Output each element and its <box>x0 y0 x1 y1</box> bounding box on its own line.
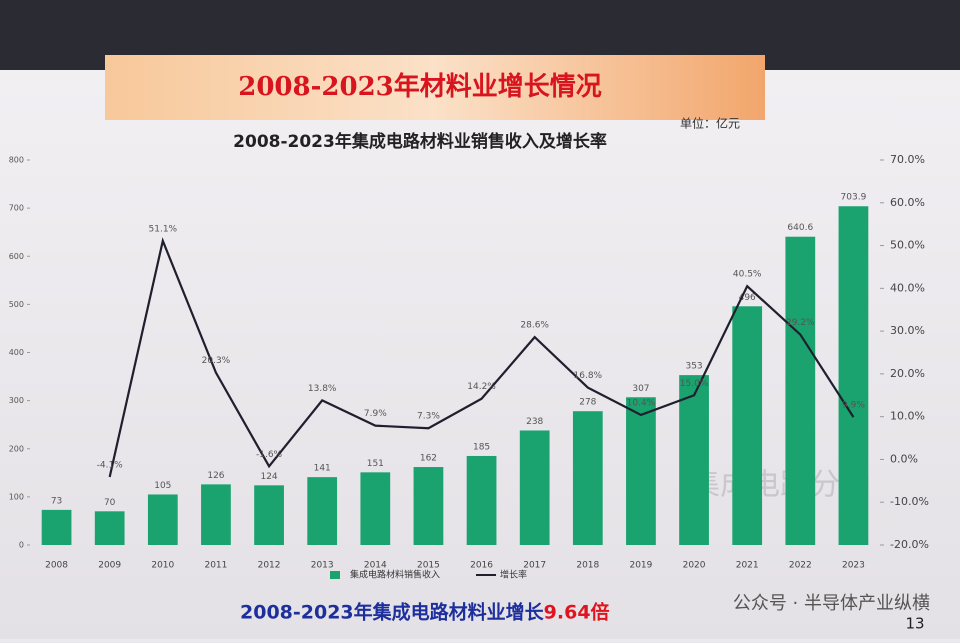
y-tick-label: 700 <box>9 204 24 213</box>
y2-tick-label: 50.0% <box>890 239 925 252</box>
y-tick-label: 500 <box>9 300 24 309</box>
bar <box>41 509 72 545</box>
growth-line <box>108 237 855 478</box>
y2-tick-label: 0.0% <box>890 452 918 465</box>
bar <box>466 455 497 545</box>
bar-value-label: 307 <box>632 384 649 394</box>
line-value-label: -1.6% <box>256 450 283 460</box>
bar <box>785 236 816 545</box>
line-value-label: 13.8% <box>308 384 337 394</box>
bar <box>413 467 444 545</box>
y-tick-label: 300 <box>9 396 24 405</box>
y-tick-label: 600 <box>9 252 24 261</box>
y2-tick-label: 40.0% <box>890 281 925 294</box>
chart-title: 2008-2023年集成电路材料业销售收入及增长率 <box>233 131 607 152</box>
y2-tick-label: 10.0% <box>890 410 925 423</box>
x-tick-label: 2022 <box>789 561 812 571</box>
bar-value-label: 162 <box>420 454 437 464</box>
x-tick-label: 2015 <box>417 561 440 571</box>
page-number: 13 <box>905 615 924 633</box>
line-value-label: 40.5% <box>733 270 762 280</box>
y2-tick-label: -10.0% <box>890 495 929 508</box>
bar <box>519 430 550 545</box>
line-value-label: 20.3% <box>202 356 231 366</box>
x-tick-label: 2011 <box>204 561 227 571</box>
title-banner <box>105 55 765 120</box>
bar-value-label: 640.6 <box>787 223 813 233</box>
bar-value-label: 73 <box>51 496 62 506</box>
x-tick-label: 2021 <box>736 561 759 571</box>
x-tick-label: 2016 <box>470 561 493 571</box>
y2-tick-label: 70.0% <box>890 153 925 166</box>
bar-value-label: 496 <box>739 293 756 303</box>
line-value-label: 14.2% <box>467 382 496 392</box>
y2-tick-label: 60.0% <box>890 196 925 209</box>
x-tick-label: 2020 <box>683 561 706 571</box>
x-tick-label: 2010 <box>151 561 174 571</box>
x-tick-label: 2019 <box>629 561 652 571</box>
y2-tick-label: 30.0% <box>890 324 925 337</box>
footer-highlight: 9.64倍 <box>544 601 610 624</box>
x-tick-label: 2008 <box>45 561 68 571</box>
bar-value-label: 703.9 <box>841 193 867 203</box>
legend-swatch <box>330 571 340 579</box>
line-value-label: 10.4% <box>627 398 656 408</box>
line-value-label: 7.9% <box>364 409 387 419</box>
x-tick-label: 2023 <box>842 561 865 571</box>
y-tick-label: 100 <box>9 492 24 501</box>
unit-label: 单位：亿元 <box>680 116 740 131</box>
x-tick-label: 2014 <box>364 561 387 571</box>
x-tick-label: 2018 <box>576 561 599 571</box>
footer: 2008-2023年集成电路材料业增长 9.64倍 公众号 · 半导体产业纵横 … <box>240 593 930 633</box>
y-tick-label: 400 <box>9 348 24 357</box>
watermark: 公众号 · 半导体产业纵横 <box>733 593 930 614</box>
bar <box>254 485 284 545</box>
bar-value-label: 126 <box>207 471 224 481</box>
bar <box>360 472 391 545</box>
bar <box>626 397 656 545</box>
bar <box>94 511 125 545</box>
line-value-label: 51.1% <box>149 224 178 234</box>
legend-label: 增长率 <box>500 569 527 581</box>
x-tick-label: 2012 <box>258 561 281 571</box>
bar <box>838 206 869 546</box>
footer-text: 2008-2023年集成电路材料业增长 <box>240 601 545 624</box>
bar <box>307 477 338 545</box>
y2-tick-label: 20.0% <box>890 367 925 380</box>
line-value-label: 16.8% <box>574 371 603 381</box>
bar-value-label: 278 <box>579 398 596 408</box>
x-tick-label: 2017 <box>523 561 546 571</box>
bar-value-label: 124 <box>260 472 277 482</box>
line-value-label: -4.1% <box>97 460 124 470</box>
bar-value-label: 70 <box>104 498 116 508</box>
bar-value-label: 105 <box>154 481 171 491</box>
bar <box>147 494 178 545</box>
legend-label: 集成电路材料销售收入 <box>350 569 440 581</box>
bar-value-label: 151 <box>367 459 384 469</box>
bar-value-label: 238 <box>526 417 543 427</box>
y2-tick-label: -20.0% <box>890 538 929 551</box>
slide-title: 2008-2023年材料业增长情况 <box>238 71 602 102</box>
bar-value-label: 353 <box>685 362 702 372</box>
x-tick-label: 2013 <box>311 561 334 571</box>
line-value-label: 15.0% <box>680 379 709 389</box>
line-value-label: 7.3% <box>417 412 440 422</box>
line-value-label: 9.9% <box>842 401 865 411</box>
bar <box>572 411 603 545</box>
line-value-label: 28.6% <box>520 321 549 331</box>
y-tick-label: 0 <box>19 541 24 550</box>
x-tick-label: 2009 <box>98 561 121 571</box>
bar-value-label: 185 <box>473 442 490 452</box>
bar-value-label: 141 <box>314 464 331 474</box>
y-tick-label: 200 <box>9 444 24 453</box>
y-tick-label: 800 <box>9 156 24 165</box>
bar <box>679 375 709 545</box>
bar <box>732 306 763 545</box>
line-value-label: 29.2% <box>786 318 815 328</box>
bar <box>201 484 231 545</box>
